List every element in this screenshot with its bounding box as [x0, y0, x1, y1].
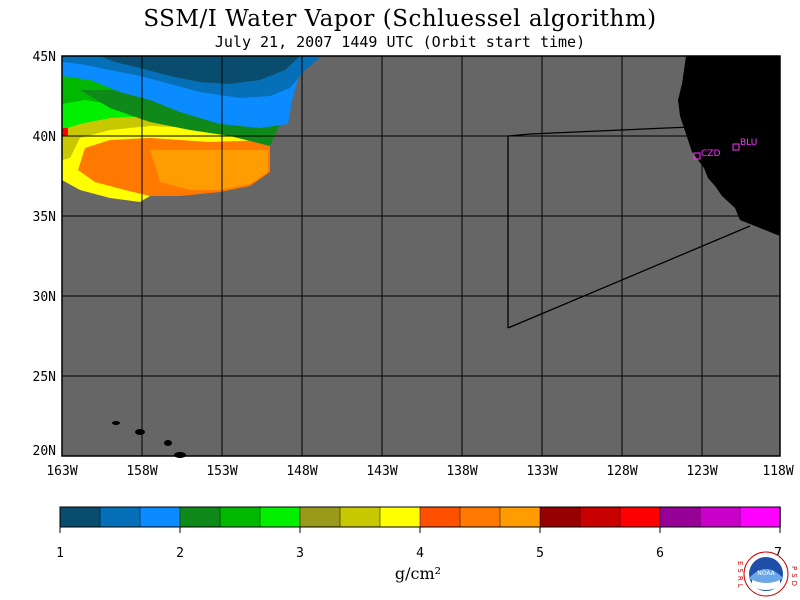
- lon-label: 128W: [606, 464, 637, 479]
- land-north-america: [678, 56, 780, 236]
- colorbar-swatch: [659, 506, 701, 528]
- colorbar-swatch: [179, 506, 221, 528]
- lon-label: 163W: [46, 464, 77, 479]
- station-markers: CZD BLU: [693, 138, 757, 160]
- station-czd-marker: [693, 152, 701, 160]
- colorbar-swatch: [579, 506, 621, 528]
- lat-label: 45N: [33, 50, 56, 65]
- lat-label: 20N: [33, 444, 56, 459]
- water-vapor-swath: [62, 56, 322, 202]
- station-blu-label: BLU: [740, 138, 757, 148]
- station-czd-label: CZD: [701, 149, 720, 159]
- chart-title: SSM/I Water Vapor (Schluessel algorithm): [143, 6, 657, 32]
- latitude-labels: 45N 40N 35N 30N 25N 20N: [33, 50, 56, 459]
- colorbar-swatch: [99, 506, 141, 528]
- colorbar-swatch: [619, 506, 661, 528]
- swath-red-pixel: [62, 128, 68, 136]
- lat-label: 40N: [33, 130, 56, 145]
- colorbar-label: 6: [656, 546, 664, 561]
- lat-label: 35N: [33, 210, 56, 225]
- colorbar-swatch: [539, 506, 581, 528]
- graticule: [62, 56, 780, 456]
- colorbar-label: 2: [176, 546, 184, 561]
- domain-outline: [507, 126, 751, 329]
- colorbar-swatch: [339, 506, 381, 528]
- colorbar-label: 4: [416, 546, 424, 561]
- noaa-logo-text: NOAA: [757, 570, 775, 577]
- lon-label: 138W: [446, 464, 477, 479]
- longitude-labels: 163W 158W 153W 148W 143W 138W 133W 128W …: [46, 464, 793, 479]
- lat-label: 25N: [33, 370, 56, 385]
- colorbar: [59, 506, 781, 528]
- station-blu-marker: [732, 143, 740, 151]
- colorbar-label: 1: [56, 546, 64, 561]
- colorbar-swatch: [419, 506, 461, 528]
- colorbar-label: 5: [536, 546, 544, 561]
- lon-label: 143W: [366, 464, 397, 479]
- esrl-text: ESRL: [736, 561, 744, 591]
- colorbar-swatch: [739, 506, 781, 528]
- swath-band-blue-dark: [100, 56, 300, 84]
- lon-label: 158W: [126, 464, 157, 479]
- colorbar-swatch: [459, 506, 501, 528]
- lat-label: 30N: [33, 290, 56, 305]
- swath-band-yellow: [62, 112, 272, 202]
- colorbar-labels: 1 2 3 4 5 6 7: [56, 546, 782, 561]
- swath-band-orange-light: [150, 150, 268, 190]
- colorbar-swatch: [219, 506, 261, 528]
- colorbar-label: 7: [774, 546, 782, 561]
- colorbar-unit: g/cm²: [395, 564, 441, 583]
- lon-label: 133W: [526, 464, 557, 479]
- lon-label: 153W: [206, 464, 237, 479]
- lon-label: 148W: [286, 464, 317, 479]
- lon-label: 118W: [762, 464, 793, 479]
- map-frame: [61, 55, 781, 457]
- noaa-logo: NOAA ESRL PSD: [736, 551, 798, 597]
- colorbar-swatch: [699, 506, 741, 528]
- colorbar-swatch: [499, 506, 541, 528]
- colorbar-ticks: [59, 527, 781, 533]
- colorbar-swatch: [59, 506, 101, 528]
- colorbar-swatch: [299, 506, 341, 528]
- colorbar-swatch: [259, 506, 301, 528]
- lon-label: 123W: [686, 464, 717, 479]
- colorbar-label: 3: [296, 546, 304, 561]
- chart-subtitle: July 21, 2007 1449 UTC (Orbit start time…: [214, 33, 586, 51]
- colorbar-swatch: [379, 506, 421, 528]
- psd-text: PSD: [790, 566, 798, 589]
- colorbar-swatch: [139, 506, 181, 528]
